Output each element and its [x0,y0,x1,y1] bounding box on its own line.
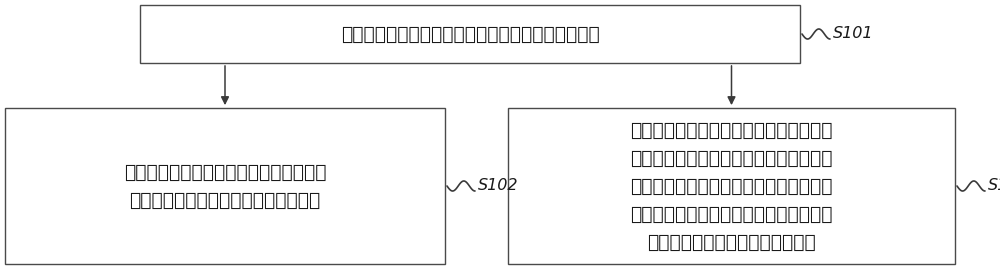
Text: 若携带消息的节点确定自身的节点类型为
中间节点，则将消息转发给遇到的除转发
消息给自身的邻节点之外的，且与目的节
点的社会特性相似度比自身与目的节点的
社会特性: 若携带消息的节点确定自身的节点类型为 中间节点，则将消息转发给遇到的除转发 消息… [630,121,833,252]
Bar [508,108,955,264]
Text: S103: S103 [988,179,1000,193]
Text: 若携带消息的节点确定自身的节点类型为
源节点，则将消息转发给遇到的邻节点: 若携带消息的节点确定自身的节点类型为 源节点，则将消息转发给遇到的邻节点 [124,162,326,210]
Text: 携带消息的节点根据消息的来源确定自身的节点类型: 携带消息的节点根据消息的来源确定自身的节点类型 [341,24,599,44]
Text: S102: S102 [478,179,518,193]
Bar [140,5,800,63]
Bar [5,108,445,264]
Text: S101: S101 [833,27,874,41]
